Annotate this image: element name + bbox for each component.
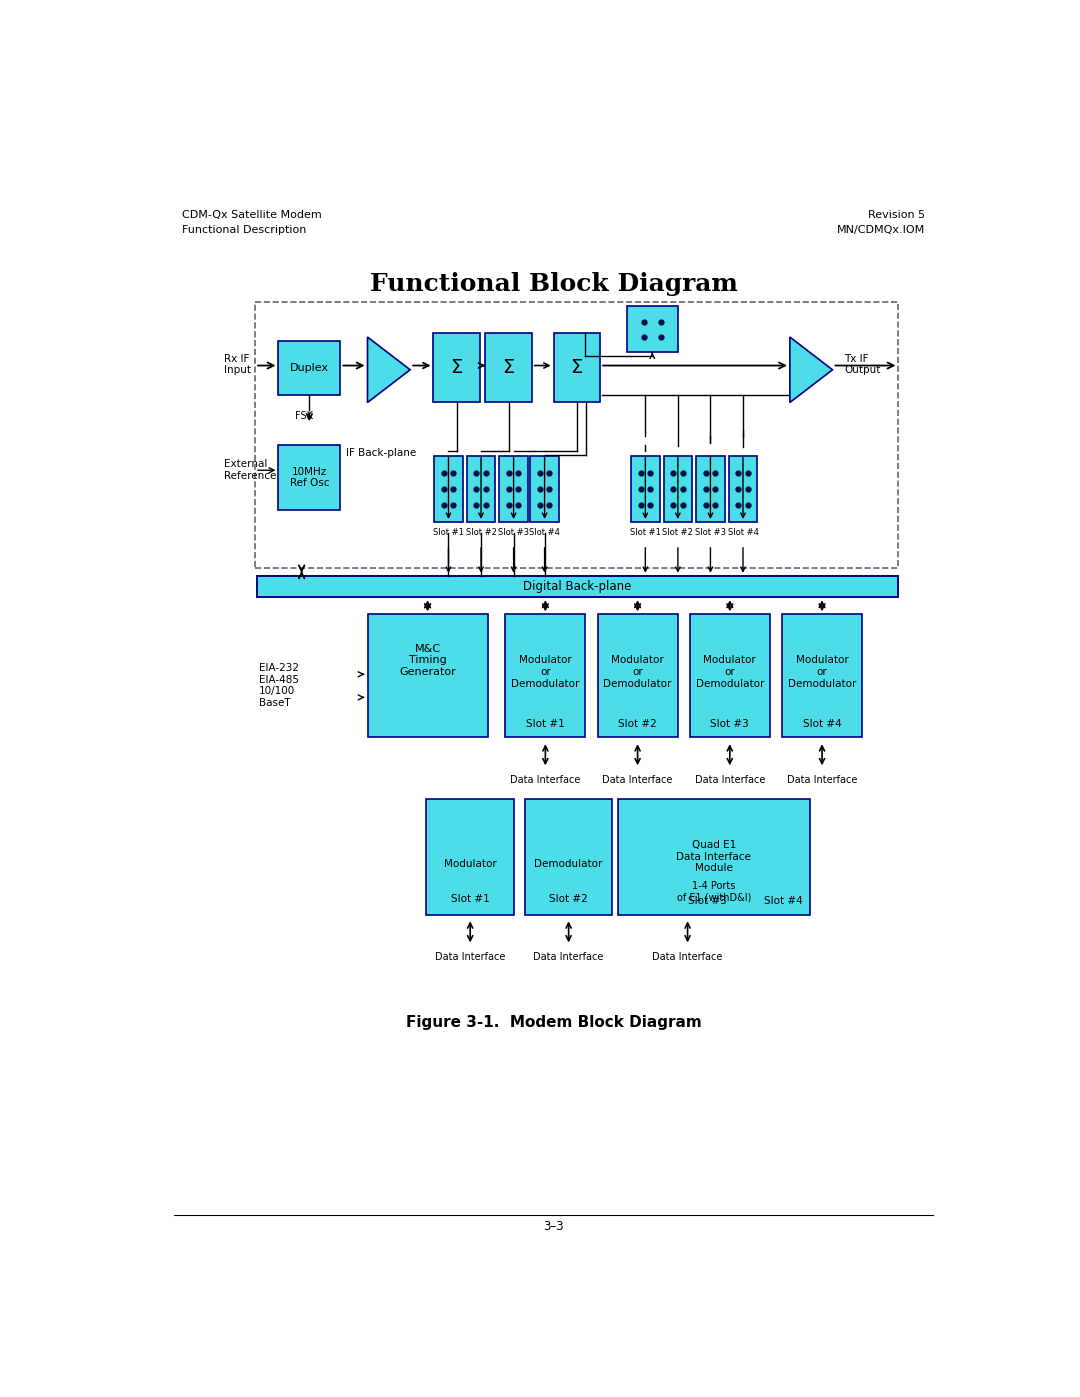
Text: Slot #1: Slot #1 (526, 718, 565, 729)
FancyBboxPatch shape (433, 334, 480, 402)
Text: Slot #4: Slot #4 (529, 528, 561, 536)
Text: Slot #1: Slot #1 (450, 894, 489, 904)
Text: Slot #2: Slot #2 (465, 528, 497, 536)
Text: Slot #3: Slot #3 (688, 895, 727, 905)
Text: 3–3: 3–3 (543, 1220, 564, 1234)
FancyBboxPatch shape (530, 457, 559, 522)
Text: EIA-232: EIA-232 (259, 664, 299, 673)
Text: Data Interface: Data Interface (603, 775, 673, 785)
FancyBboxPatch shape (690, 615, 770, 738)
FancyBboxPatch shape (525, 799, 612, 915)
Text: EIA-485: EIA-485 (259, 675, 299, 685)
Text: Data Interface: Data Interface (510, 775, 581, 785)
Text: Data Interface: Data Interface (534, 951, 604, 963)
FancyBboxPatch shape (663, 457, 692, 522)
FancyBboxPatch shape (255, 302, 899, 569)
Text: Quad E1
Data Interface
Module: Quad E1 Data Interface Module (676, 840, 752, 873)
Text: Revision 5: Revision 5 (868, 210, 926, 219)
FancyBboxPatch shape (427, 799, 514, 915)
Text: IF Back-plane: IF Back-plane (346, 447, 416, 458)
Text: Slot #2: Slot #2 (618, 718, 657, 729)
FancyBboxPatch shape (499, 457, 528, 522)
FancyBboxPatch shape (485, 334, 531, 402)
Text: Data Interface: Data Interface (787, 775, 858, 785)
Text: Slot #4: Slot #4 (728, 528, 758, 536)
FancyBboxPatch shape (279, 444, 340, 510)
FancyBboxPatch shape (505, 615, 585, 738)
FancyBboxPatch shape (257, 576, 899, 598)
Polygon shape (367, 337, 410, 402)
Text: Duplex: Duplex (289, 363, 329, 373)
Text: Slot #1: Slot #1 (630, 528, 661, 536)
FancyBboxPatch shape (597, 615, 677, 738)
Text: Rx IF: Rx IF (225, 353, 249, 363)
Text: Modulator
or
Demodulator: Modulator or Demodulator (787, 655, 856, 689)
Text: Data Interface: Data Interface (435, 951, 505, 963)
FancyBboxPatch shape (618, 799, 810, 915)
Text: Reference: Reference (225, 471, 276, 481)
Text: Slot #3: Slot #3 (694, 528, 726, 536)
Text: BaseT: BaseT (259, 697, 291, 708)
Text: Slot #3: Slot #3 (711, 718, 750, 729)
Text: Modulator
or
Demodulator: Modulator or Demodulator (696, 655, 764, 689)
Text: Slot #4: Slot #4 (802, 718, 841, 729)
FancyBboxPatch shape (697, 457, 725, 522)
Text: External: External (225, 460, 268, 469)
Text: Data Interface: Data Interface (652, 951, 723, 963)
FancyBboxPatch shape (729, 457, 757, 522)
Text: Σ: Σ (450, 359, 462, 377)
Text: Tx IF: Tx IF (845, 353, 868, 363)
Text: CDM-Qx Satellite Modem: CDM-Qx Satellite Modem (181, 210, 321, 219)
Polygon shape (789, 337, 833, 402)
FancyBboxPatch shape (631, 457, 660, 522)
Text: Figure 3-1.  Modem Block Diagram: Figure 3-1. Modem Block Diagram (406, 1014, 701, 1030)
Text: Modulator
or
Demodulator: Modulator or Demodulator (511, 655, 580, 689)
FancyBboxPatch shape (467, 457, 496, 522)
Text: Output: Output (845, 365, 880, 376)
Text: M&C
Timing
Generator: M&C Timing Generator (400, 644, 456, 678)
Text: Slot #2: Slot #2 (662, 528, 693, 536)
Text: 1-4 Ports
of E1 (withD&I): 1-4 Ports of E1 (withD&I) (677, 880, 751, 902)
Text: FSK: FSK (296, 411, 313, 422)
Text: Demodulator: Demodulator (535, 859, 603, 869)
Text: Modulator: Modulator (444, 859, 497, 869)
Text: Σ: Σ (570, 359, 583, 377)
Text: Slot #4: Slot #4 (764, 895, 802, 905)
Text: Σ: Σ (502, 359, 515, 377)
FancyBboxPatch shape (367, 615, 488, 738)
FancyBboxPatch shape (627, 306, 677, 352)
Text: MN/CDMQx.IOM: MN/CDMQx.IOM (837, 225, 926, 235)
FancyBboxPatch shape (434, 457, 463, 522)
Text: Digital Back-plane: Digital Back-plane (524, 580, 632, 592)
Text: Slot #2: Slot #2 (550, 894, 588, 904)
Text: 10MHz
Ref Osc: 10MHz Ref Osc (289, 467, 329, 489)
Text: Slot #3: Slot #3 (498, 528, 529, 536)
Text: Functional Description: Functional Description (181, 225, 306, 235)
Text: Data Interface: Data Interface (694, 775, 765, 785)
Text: Functional Block Diagram: Functional Block Diagram (369, 271, 738, 296)
Text: Slot #1: Slot #1 (433, 528, 464, 536)
Text: Input: Input (225, 365, 252, 376)
Text: 10/100: 10/100 (259, 686, 295, 696)
FancyBboxPatch shape (782, 615, 862, 738)
FancyBboxPatch shape (279, 341, 340, 395)
Text: Modulator
or
Demodulator: Modulator or Demodulator (604, 655, 672, 689)
FancyBboxPatch shape (554, 334, 600, 402)
